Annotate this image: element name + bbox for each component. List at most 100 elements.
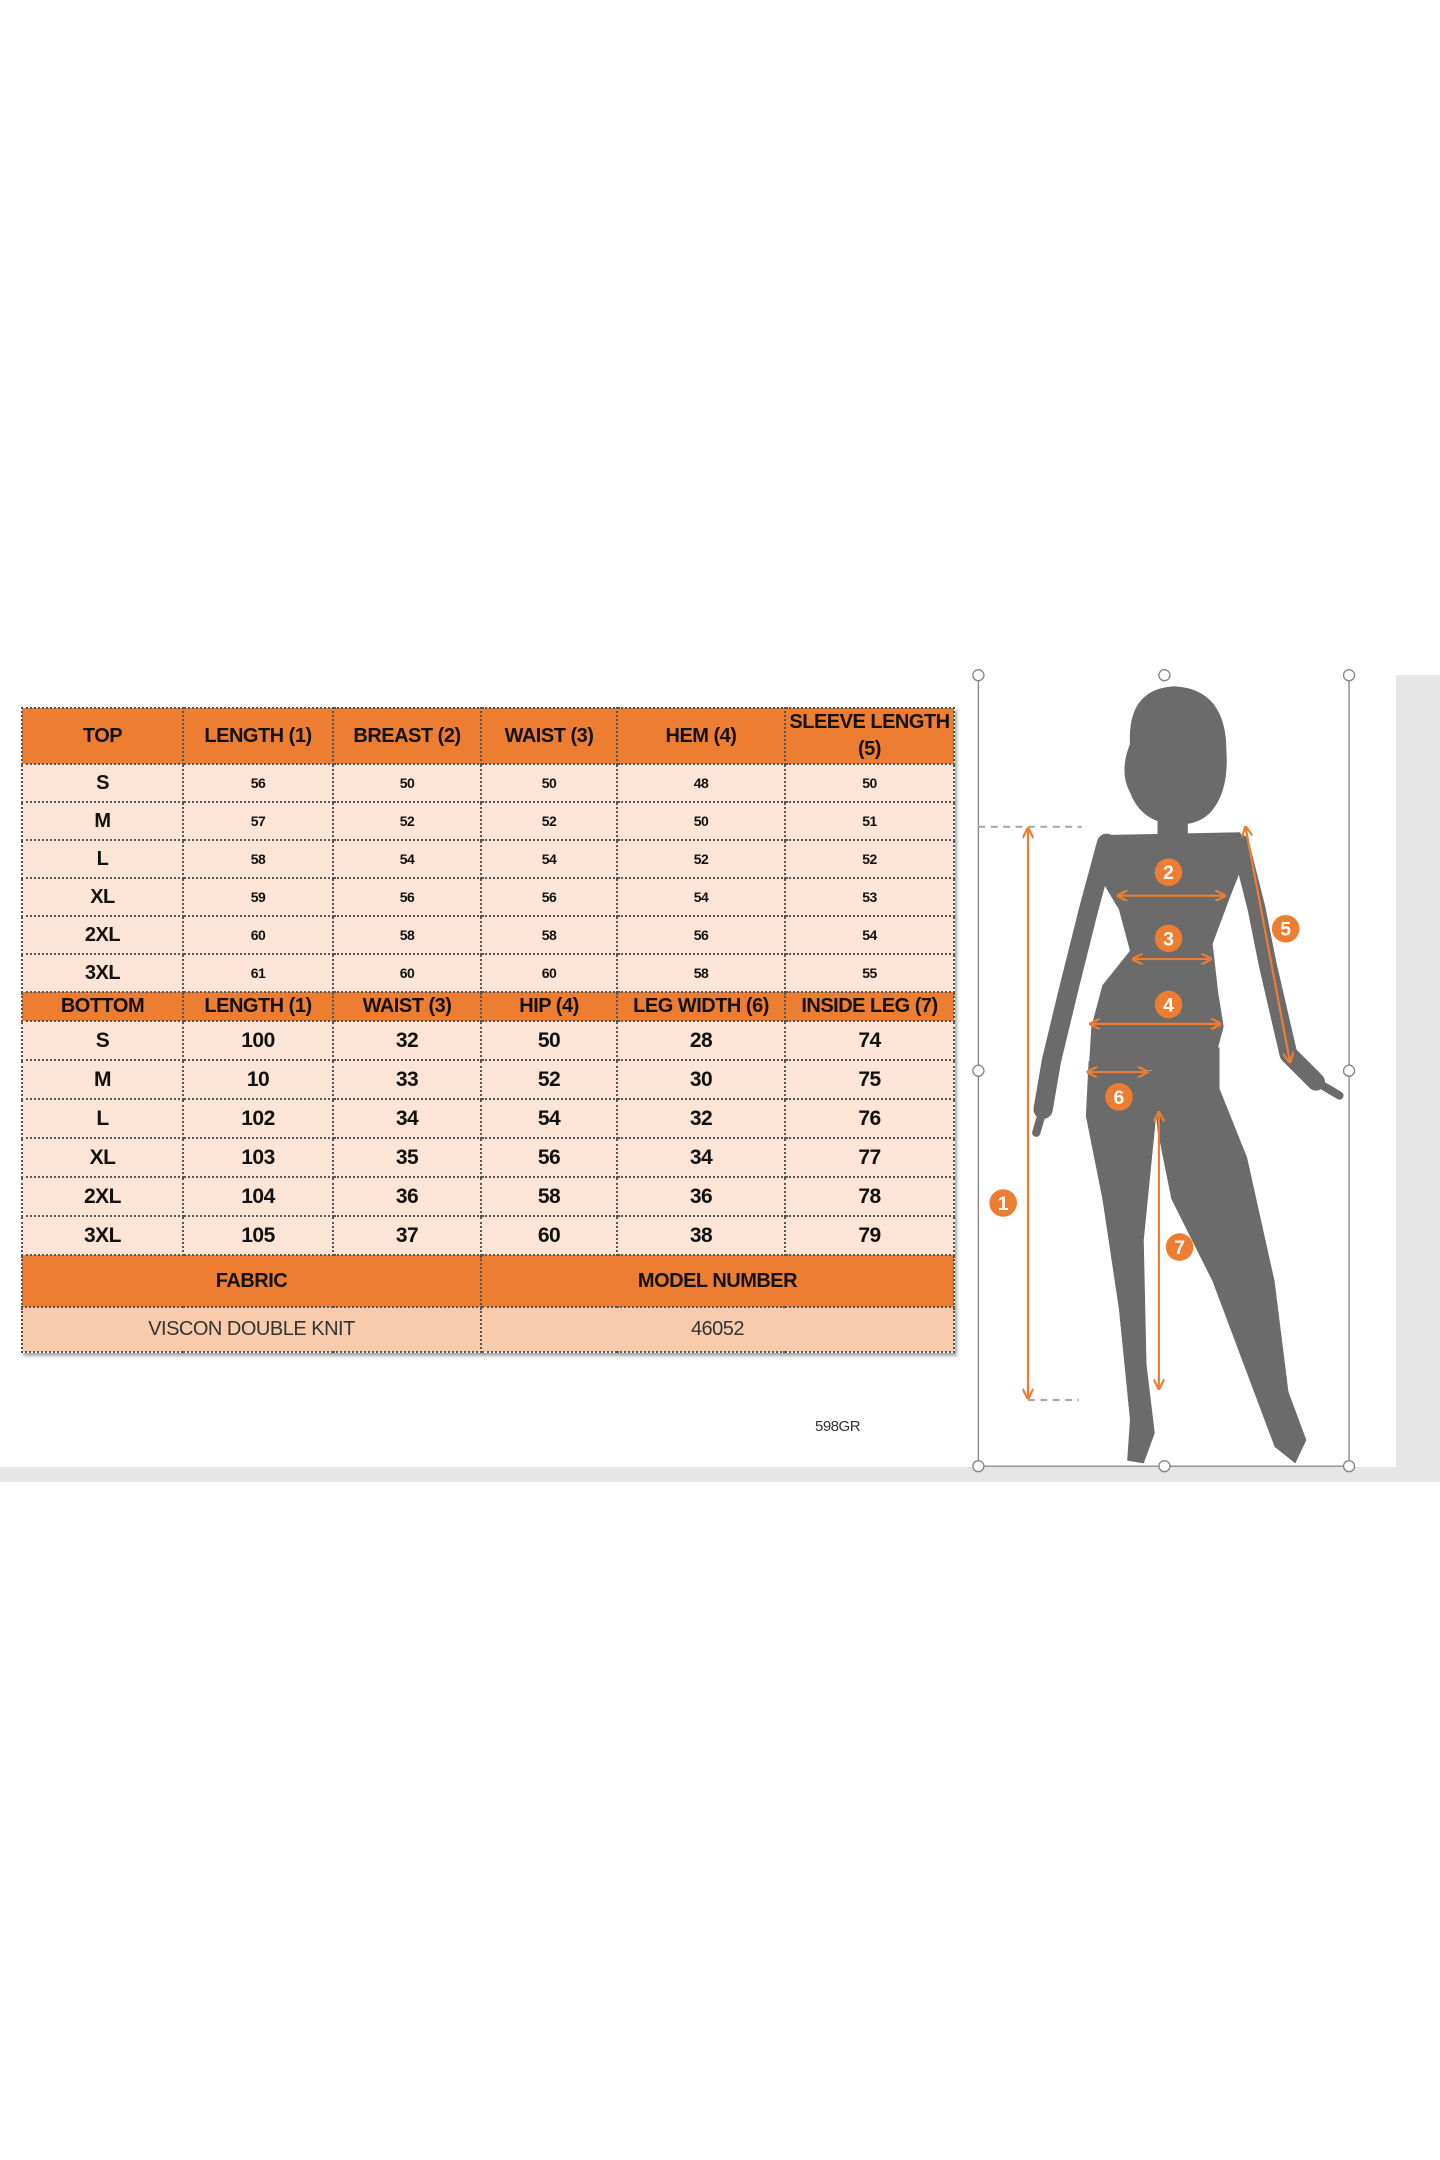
fabric-value: VISCON DOUBLE KNIT — [21, 1306, 482, 1353]
table-row: L 102 34 54 32 76 — [21, 1098, 955, 1139]
marker-label-5: 5 — [1280, 920, 1291, 941]
resize-handle[interactable] — [1158, 1459, 1171, 1473]
size-cell: L — [21, 1098, 184, 1139]
table-row: M 10 33 52 30 75 — [21, 1059, 955, 1100]
table-row: S 100 32 50 28 74 — [21, 1020, 955, 1061]
fabric-header-row: FABRIC MODEL NUMBER — [21, 1254, 955, 1308]
measurement-cell: 103 — [182, 1137, 334, 1178]
measurement-cell: 78 — [784, 1176, 955, 1217]
marker-label-3: 3 — [1163, 929, 1174, 950]
measurement-cell: 54 — [616, 877, 786, 917]
measurement-cell: 60 — [332, 953, 482, 993]
measurement-cell: 60 — [182, 915, 334, 955]
measurement-cell: 52 — [332, 801, 482, 841]
measurement-cell: 10 — [182, 1059, 334, 1100]
measurement-cell: 56 — [480, 877, 618, 917]
size-cell: M — [21, 801, 184, 841]
fabric-value-row: VISCON DOUBLE KNIT 46052 — [21, 1306, 955, 1353]
marker-circle-1 — [989, 1189, 1017, 1217]
measurement-cell: 36 — [332, 1176, 482, 1217]
column-header: TOP — [21, 707, 184, 765]
resize-handle[interactable] — [1158, 669, 1171, 682]
size-cell: L — [21, 839, 184, 879]
table-row: L 58 54 54 52 52 — [21, 839, 955, 879]
marker-label-4: 4 — [1163, 995, 1174, 1016]
column-header: HIP (4) — [480, 991, 618, 1022]
measurement-cell: 60 — [480, 953, 618, 993]
table-row: S 56 50 50 48 50 — [21, 763, 955, 803]
size-cell: 2XL — [21, 915, 184, 955]
measurement-cell: 50 — [480, 763, 618, 803]
column-header: BOTTOM — [21, 991, 184, 1022]
marker-circle-3 — [1154, 924, 1183, 953]
size-cell: 2XL — [21, 1176, 184, 1217]
measurement-cell: 79 — [784, 1215, 955, 1256]
measurement-cell: 58 — [182, 839, 334, 879]
marker-circle-4 — [1154, 990, 1183, 1019]
measurement-cell: 34 — [616, 1137, 786, 1178]
measurement-cell: 100 — [182, 1020, 334, 1061]
measurement-cell: 58 — [616, 953, 786, 993]
measurement-cell: 53 — [784, 877, 955, 917]
column-header: SLEEVE LENGTH (5) — [784, 707, 955, 765]
fabric-label: FABRIC — [21, 1254, 482, 1308]
model-number-value: 46052 — [480, 1306, 955, 1353]
resize-handle[interactable] — [972, 1459, 985, 1473]
measurement-cell: 36 — [616, 1176, 786, 1217]
measurement-cell: 52 — [616, 839, 786, 879]
size-cell: 3XL — [21, 953, 184, 993]
measurement-cell: 56 — [332, 877, 482, 917]
measurement-cell: 77 — [784, 1137, 955, 1178]
measurement-cell: 52 — [480, 801, 618, 841]
resize-handle[interactable] — [1342, 1459, 1356, 1473]
measurement-cell: 32 — [332, 1020, 482, 1061]
measurement-cell: 74 — [784, 1020, 955, 1061]
measurement-cell: 76 — [784, 1098, 955, 1139]
marker-circle-6 — [1105, 1083, 1133, 1111]
measurement-cell: 56 — [182, 763, 334, 803]
measurement-cell: 104 — [182, 1176, 334, 1217]
measurement-cell: 50 — [784, 763, 955, 803]
marker-circle-5 — [1271, 914, 1300, 943]
size-cell: S — [21, 763, 184, 803]
measurement-cell: 50 — [616, 801, 786, 841]
size-cell: S — [21, 1020, 184, 1061]
table-row: 2XL 60 58 58 56 54 — [21, 915, 955, 955]
woman-silhouette — [1032, 686, 1344, 1464]
measurement-cell: 58 — [332, 915, 482, 955]
column-header: HEM (4) — [616, 707, 786, 765]
marker-label-2: 2 — [1163, 863, 1174, 884]
column-header: LENGTH (1) — [182, 991, 334, 1022]
product-code: 598GR — [815, 1418, 861, 1435]
measurement-cell: 50 — [480, 1020, 618, 1061]
table-row: M 57 52 52 50 51 — [21, 801, 955, 841]
measurement-cell: 102 — [182, 1098, 334, 1139]
measurement-cell: 58 — [480, 1176, 618, 1217]
page-edge-strip — [0, 1467, 1440, 1482]
resize-handle[interactable] — [1342, 1064, 1356, 1077]
size-cell: 3XL — [21, 1215, 184, 1256]
measurement-cell: 55 — [784, 953, 955, 993]
measurement-cell: 52 — [784, 839, 955, 879]
marker-label-7: 7 — [1174, 1238, 1185, 1259]
measurement-cell: 48 — [616, 763, 786, 803]
measurement-cell: 54 — [480, 1098, 618, 1139]
resize-handle[interactable] — [1342, 669, 1356, 682]
table-row: 3XL 61 60 60 58 55 — [21, 953, 955, 993]
model-number-label: MODEL NUMBER — [480, 1254, 955, 1308]
marker-circle-7 — [1165, 1233, 1194, 1261]
measurement-cell: 37 — [332, 1215, 482, 1256]
measurement-arrows — [978, 827, 1289, 1402]
table-row: 3XL 105 37 60 38 79 — [21, 1215, 955, 1256]
column-header: WAIST (3) — [480, 707, 618, 765]
measurement-cell: 38 — [616, 1215, 786, 1256]
measurement-cell: 56 — [480, 1137, 618, 1178]
measurement-markers: 1 2 3 4 5 6 7 — [989, 858, 1300, 1261]
resize-handle[interactable] — [972, 669, 985, 682]
measurement-cell: 51 — [784, 801, 955, 841]
column-header: LENGTH (1) — [182, 707, 334, 765]
selection-frame — [972, 669, 1356, 1473]
measurement-cell: 52 — [480, 1059, 618, 1100]
resize-handle[interactable] — [972, 1064, 985, 1077]
column-header: INSIDE LEG (7) — [784, 991, 955, 1022]
